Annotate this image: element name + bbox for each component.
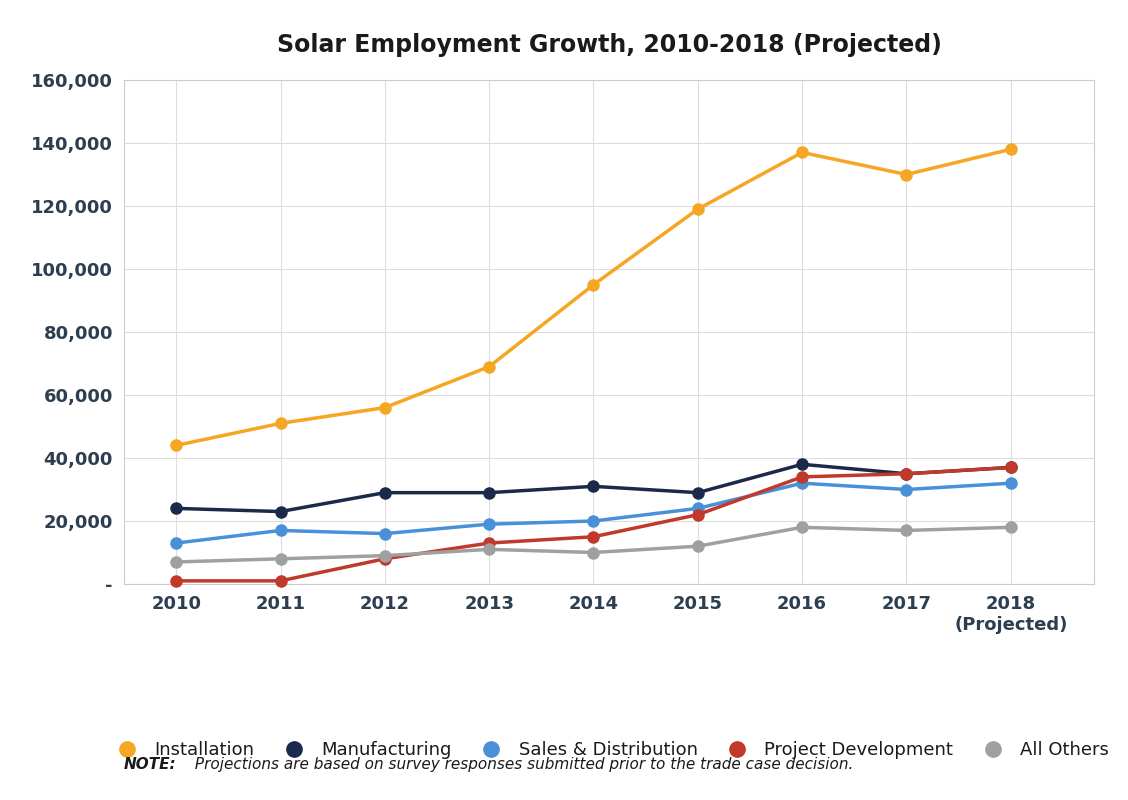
Legend: Installation, Manufacturing, Sales & Distribution, Project Development, All Othe: Installation, Manufacturing, Sales & Dis… (103, 734, 1116, 766)
Text: NOTE:: NOTE: (124, 757, 177, 772)
Text: Projections are based on survey responses submitted prior to the trade case deci: Projections are based on survey response… (190, 757, 853, 772)
Title: Solar Employment Growth, 2010-2018 (Projected): Solar Employment Growth, 2010-2018 (Proj… (276, 34, 942, 58)
